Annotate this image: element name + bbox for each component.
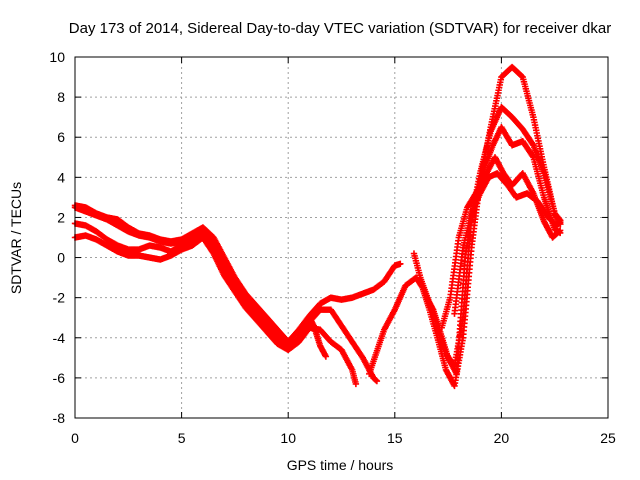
series-pass-i (451, 170, 564, 317)
chart-title: Day 173 of 2014, Sidereal Day-to-day VTE… (69, 20, 611, 37)
data-point (556, 228, 563, 235)
data-point (529, 152, 536, 160)
data-point (372, 377, 380, 384)
data-point (352, 380, 360, 388)
series-pass-a (71, 204, 381, 385)
series-pass-d (71, 202, 404, 345)
x-axis-label: GPS time / hours (287, 457, 394, 473)
x-tick-label: 25 (600, 430, 616, 446)
data-point (557, 219, 564, 226)
data-point (556, 227, 564, 234)
y-tick-label: -6 (53, 370, 66, 386)
data-point (518, 72, 525, 80)
y-tick-label: -8 (53, 410, 66, 426)
y-tick-label: -4 (53, 330, 66, 346)
data-point (322, 353, 330, 360)
y-tick-label: 2 (57, 209, 65, 225)
y-tick-label: 6 (57, 129, 65, 145)
x-tick-label: 20 (494, 430, 510, 446)
data-point (373, 377, 381, 385)
y-tick-label: -2 (53, 290, 66, 306)
plot-frame (74, 56, 609, 419)
y-axis-label: SDTVAR / TECUs (8, 182, 24, 294)
y-tick-label: 4 (57, 169, 65, 185)
data-points (71, 63, 564, 390)
x-tick-label: 0 (71, 430, 79, 446)
series-pass-c (71, 232, 360, 388)
y-tick-label: 10 (49, 49, 65, 65)
data-point (556, 219, 563, 227)
x-tick-label: 15 (387, 430, 403, 446)
y-tick-label: 0 (57, 250, 65, 266)
x-tick-label: 10 (280, 430, 296, 446)
data-point (397, 260, 404, 268)
y-tick-label: 8 (57, 89, 65, 105)
x-tick-label: 5 (178, 430, 186, 446)
axis-ticks: 0 5 10 15 20 25 -8 -6 -4 -2 0 2 4 6 8 10 (49, 49, 616, 446)
